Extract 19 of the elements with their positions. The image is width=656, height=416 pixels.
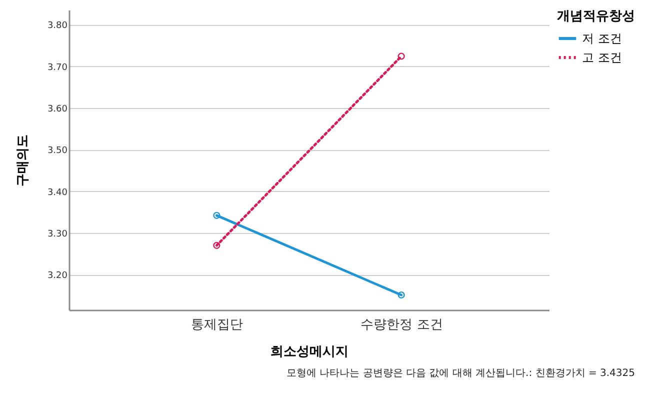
legend-title: 개념적유창성 xyxy=(557,9,635,24)
y-tick-label: 3.80 xyxy=(47,21,68,32)
y-tick-label: 3.70 xyxy=(47,62,68,73)
y-tick-label: 3.30 xyxy=(47,229,68,240)
x-tick-label: 수량한정 조건 xyxy=(360,318,443,332)
y-tick-label: 3.60 xyxy=(47,104,68,114)
text: 모형에 나타나는 공변량은 다음 값에 대해 계산됩니다.: 친환경가치 = 3.4325 xyxy=(286,368,635,379)
y-tick-label: 3.40 xyxy=(47,188,68,198)
legend-label: 저 조건 xyxy=(582,32,622,46)
y-tick-label: 3.50 xyxy=(47,146,68,156)
y-axis-title: 구매의도 xyxy=(15,134,30,186)
point xyxy=(398,52,405,60)
point xyxy=(213,212,220,219)
y-tick-label: 3.20 xyxy=(47,271,68,282)
legend-label: 고 조건 xyxy=(582,50,622,64)
x-tick-label: 통제집단 xyxy=(191,318,244,332)
x-axis-title: 희소성메시지 xyxy=(270,344,348,360)
point xyxy=(213,242,220,249)
point xyxy=(398,291,405,299)
